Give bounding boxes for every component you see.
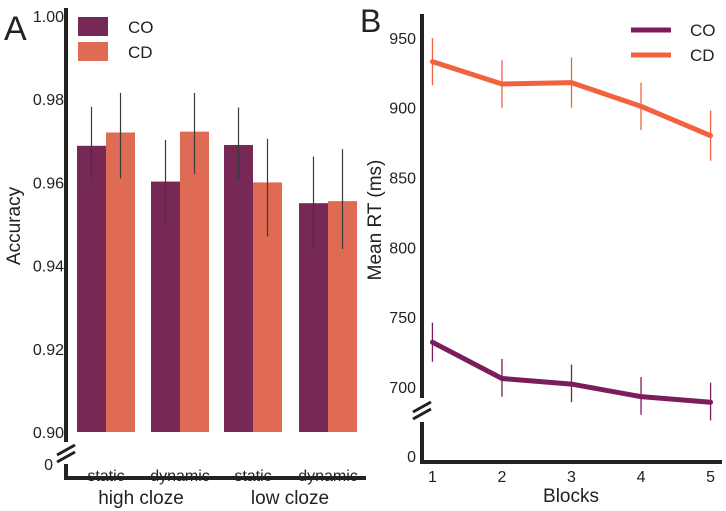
panel-a-y-ticks: 0.90 0.92 0.94 0.96 0.98 1.00 [33,9,64,442]
x-tick-label: 5 [706,469,715,486]
bar-co-3 [224,144,253,432]
panel-a-axis-break-mark [56,450,76,464]
y-tick-label: 0.98 [33,92,64,109]
legend-label-co: CO [690,21,716,40]
y-tick-label: 850 [389,171,416,188]
panel-b-legend: CO CD [631,21,716,65]
panel-b-axis-break-gap [408,398,438,422]
x-tick-label: 2 [498,469,507,486]
y-tick-label: 750 [389,310,416,327]
bar-cd-2 [180,131,209,432]
x-tick-label: dynamic [298,468,358,485]
x-tick-label: 3 [567,469,576,486]
x-tick-label: 4 [637,469,646,486]
y-tick-label: 800 [389,240,416,257]
panel-a-y-label: Accuracy [4,186,25,265]
bar-co-1 [77,145,106,433]
legend-label-cd: CD [128,43,153,62]
panel-a-x-ticks: static dynamic static dynamic [87,468,357,485]
y-tick-label: 950 [389,31,416,48]
panel-a-group-label: low cloze [251,488,329,509]
y-tick-label: 900 [389,101,416,118]
panel-b-label: B [360,3,381,39]
legend-label-cd: CD [690,46,715,65]
panel-b-lines [429,59,714,405]
panel-b-axis-break-mark [412,407,432,421]
y-tick-label: 0.94 [33,259,64,276]
panel-a-label: A [4,10,27,48]
panel-a: A 0.90 0.92 0.94 0.96 0.98 1.00 0 Accuracy st… [4,8,366,509]
panel-b-x-label: Blocks [543,486,599,507]
panel-b-y-break-label: 0 [407,449,416,466]
y-tick-label: 700 [389,380,416,397]
panel-b-axis-break-mark [412,400,432,414]
panel-a-error-bars [90,92,344,249]
panel-a-legend: CO CD [78,17,154,62]
x-tick-label: static [234,468,271,485]
panel-a-bars [77,131,357,433]
x-tick-label: dynamic [150,468,210,485]
y-tick-label: 0.92 [33,342,64,359]
panel-a-axis-break-mark [56,443,76,457]
bar-cd-1 [106,132,135,433]
y-tick-label: 0.90 [33,425,64,442]
panel-b: B 700 750 800 850 900 950 0 Mean RT (ms) 1 2 3 4… [360,3,722,507]
series-line-co [429,339,714,405]
legend-swatch-cd [78,42,108,61]
series-line-cd [429,59,714,139]
panel-b-y-ticks: 700 750 800 850 900 950 [389,31,416,397]
y-tick-label: 1.00 [33,9,64,26]
y-tick-label: 0.96 [33,175,64,192]
legend-swatch-co [78,17,108,36]
x-tick-label: static [87,468,124,485]
legend-label-co: CO [128,18,154,37]
panel-b-x-ticks: 1 2 3 4 5 [428,469,715,486]
panel-a-group-label: high cloze [98,488,184,509]
panel-b-y-label: Mean RT (ms) [365,160,386,281]
x-tick-label: 1 [428,469,437,486]
panel-a-y-break-label: 0 [44,457,53,474]
panel-a-axis-break-gap [52,442,82,464]
